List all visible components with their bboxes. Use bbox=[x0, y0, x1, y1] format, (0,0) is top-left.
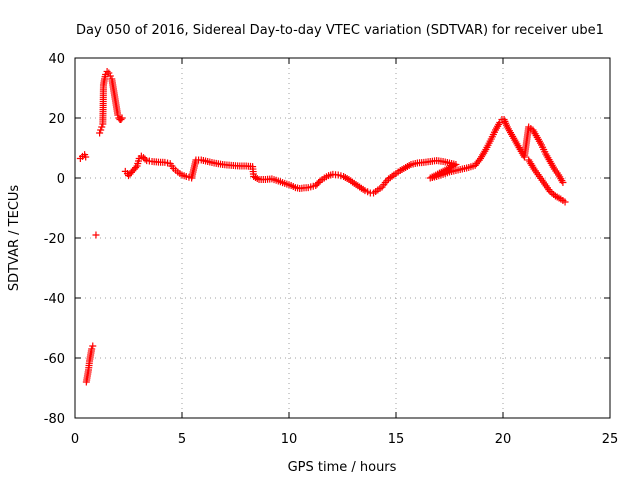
x-tick-label: 10 bbox=[281, 432, 298, 447]
y-tick-label: -40 bbox=[44, 292, 65, 307]
data-point-marker bbox=[92, 231, 100, 239]
data-point-marker bbox=[88, 345, 96, 353]
data-point-marker bbox=[106, 72, 114, 80]
data-markers bbox=[76, 68, 569, 386]
y-tick-label: 0 bbox=[57, 172, 65, 187]
x-axis-label: GPS time / hours bbox=[288, 460, 397, 475]
data-point-marker bbox=[139, 154, 147, 162]
y-tick-label: -60 bbox=[44, 352, 65, 367]
axis-ticks: 0 5 10 15 20 25 -80 -60 -40 -20 0 20 40 bbox=[44, 52, 619, 447]
chart-title: Day 050 of 2016, Sidereal Day-to-day VTE… bbox=[76, 23, 604, 38]
grid-lines bbox=[75, 58, 610, 418]
data-point-marker bbox=[383, 177, 391, 185]
data-point-marker bbox=[475, 156, 483, 164]
data-point-marker bbox=[98, 123, 106, 131]
data-point-marker bbox=[118, 114, 126, 122]
data-point-marker bbox=[97, 126, 105, 134]
data-point-marker bbox=[315, 179, 323, 186]
y-axis-label: SDTVAR / TECUs bbox=[7, 185, 22, 292]
x-tick-label: 15 bbox=[388, 432, 405, 447]
y-tick-label: -80 bbox=[44, 412, 65, 427]
x-tick-label: 0 bbox=[71, 432, 79, 447]
data-point-marker bbox=[96, 129, 104, 137]
y-tick-label: -20 bbox=[44, 232, 65, 247]
y-tick-label: 20 bbox=[48, 112, 65, 127]
data-point-marker bbox=[132, 164, 140, 172]
x-tick-label: 5 bbox=[178, 432, 186, 447]
data-point-marker bbox=[117, 116, 125, 123]
y-tick-label: 40 bbox=[48, 52, 65, 67]
data-point-marker bbox=[561, 198, 569, 206]
data-point-marker bbox=[102, 71, 110, 78]
data-point-marker bbox=[559, 179, 567, 186]
data-point-marker bbox=[89, 342, 97, 350]
data-point-marker bbox=[82, 153, 90, 161]
data-point-marker bbox=[141, 155, 149, 163]
data-point-marker bbox=[105, 69, 113, 77]
x-tick-label: 25 bbox=[602, 432, 619, 447]
data-point-marker bbox=[114, 111, 122, 119]
x-tick-label: 20 bbox=[495, 432, 512, 447]
data-point-marker bbox=[103, 68, 111, 75]
plot-frame bbox=[74, 57, 611, 419]
